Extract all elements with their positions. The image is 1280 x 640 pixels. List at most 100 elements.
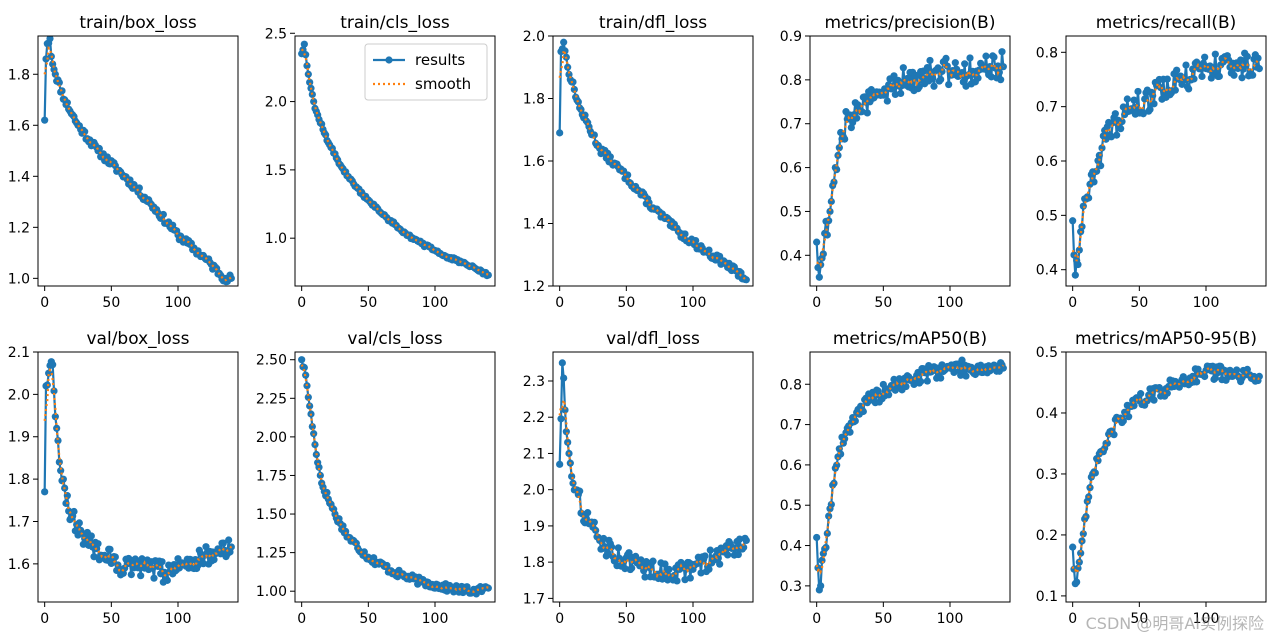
y-tick-label: 1.7 xyxy=(8,514,30,530)
results-point xyxy=(57,467,65,475)
results-point xyxy=(1117,125,1125,133)
results-point xyxy=(1141,95,1149,103)
axes-frame xyxy=(37,35,239,287)
y-tick-label: 0.5 xyxy=(780,498,802,514)
results-point xyxy=(961,60,969,68)
y-tick-label: 2.0 xyxy=(265,95,287,111)
results-point xyxy=(915,83,923,91)
x-tick-label: 0 xyxy=(555,295,564,311)
results-point xyxy=(742,276,750,284)
y-tick-label: 2.00 xyxy=(256,430,287,446)
y-tick-label: 1.4 xyxy=(523,217,545,233)
x-tick-label: 50 xyxy=(874,611,892,627)
results-point xyxy=(736,535,744,543)
results-point xyxy=(1214,368,1222,377)
results-point xyxy=(1249,71,1257,79)
results-point xyxy=(625,549,633,557)
results-point xyxy=(1069,543,1077,551)
results-point xyxy=(962,372,970,380)
results-point xyxy=(41,116,49,124)
plot-area xyxy=(556,359,750,585)
results-point xyxy=(1069,217,1077,225)
y-tick-label: 1.25 xyxy=(256,546,287,562)
results-point xyxy=(883,97,891,105)
results-point xyxy=(191,555,199,564)
results-point xyxy=(897,89,905,98)
y-tick-label: 1.50 xyxy=(256,507,287,523)
y-tick-label: 0.5 xyxy=(1036,208,1058,224)
results-point xyxy=(1097,162,1105,170)
results-point xyxy=(999,364,1007,372)
results-point xyxy=(95,144,103,153)
results-point xyxy=(1134,87,1142,96)
y-tick-label: 1.8 xyxy=(8,472,30,488)
axes-frame xyxy=(37,351,239,603)
results-point xyxy=(225,536,233,544)
results-point xyxy=(1163,75,1171,83)
results-point xyxy=(1125,413,1133,421)
axes-frame xyxy=(552,35,754,287)
results-point xyxy=(41,488,49,496)
subplot-train-box-loss: train/box_loss 0 50 100 1.0 1.2 1.4 1.6 1.8 xyxy=(8,13,239,311)
y-tick-label: 0.8 xyxy=(780,377,802,393)
results-point xyxy=(584,509,592,517)
results-point xyxy=(899,64,907,72)
y-tick-label: 0.4 xyxy=(1036,263,1058,279)
axes-frame xyxy=(294,35,496,287)
results-point xyxy=(681,230,689,238)
x-tick-label: 50 xyxy=(102,611,120,627)
results-point xyxy=(841,135,849,143)
y-tick-label: 1.7 xyxy=(523,591,545,607)
subplot-title: val/box_loss xyxy=(87,329,190,349)
results-point xyxy=(137,572,145,580)
x-tick-label: 100 xyxy=(422,611,449,627)
results-point xyxy=(94,540,102,548)
results-line xyxy=(43,37,233,283)
results-point xyxy=(974,74,982,82)
y-tick-label: 0.5 xyxy=(1036,345,1058,361)
y-tick-label: 1.8 xyxy=(523,92,545,108)
y-tick-label: 1.0 xyxy=(265,231,287,247)
y-tick-label: 2.2 xyxy=(523,410,545,426)
results-point xyxy=(1079,202,1087,210)
results-point xyxy=(632,552,640,560)
plot-area xyxy=(41,36,235,286)
y-tick-label: 1.5 xyxy=(265,163,287,179)
subplot-title: val/dfl_loss xyxy=(606,329,700,349)
results-point xyxy=(590,518,598,526)
y-tick-label: 1.75 xyxy=(256,468,287,484)
smooth-line xyxy=(558,49,747,281)
x-tick-label: 50 xyxy=(1130,295,1148,311)
x-tick-label: 50 xyxy=(359,611,377,627)
results-point xyxy=(833,461,841,469)
legend: results smooth xyxy=(364,43,488,101)
results-point xyxy=(558,359,566,367)
results-point xyxy=(210,556,218,564)
results-point xyxy=(1230,71,1238,79)
results-point xyxy=(701,552,709,560)
results-line xyxy=(43,360,233,584)
results-point xyxy=(1189,65,1197,73)
results-point xyxy=(50,387,58,395)
subplot-metrics-map50-b-: metrics/mAP50(B) 0 50 100 0.3 0.4 0.5 0.6 0.7 0.8 xyxy=(780,329,1011,627)
results-point xyxy=(1098,144,1106,152)
results-point xyxy=(823,529,831,538)
results-point xyxy=(1242,61,1250,69)
results-point xyxy=(827,197,835,206)
results-point xyxy=(484,271,492,279)
results-point xyxy=(106,545,114,553)
y-tick-label: 1.2 xyxy=(523,279,545,295)
results-point xyxy=(298,356,306,364)
y-tick-label: 1.6 xyxy=(523,154,545,170)
results-point xyxy=(1233,366,1241,374)
results-point xyxy=(569,78,577,86)
subplot-title: metrics/mAP50(B) xyxy=(833,329,987,349)
smooth-line xyxy=(1071,57,1261,262)
y-tick-label: 1.2 xyxy=(8,220,30,236)
subplot-title: metrics/mAP50-95(B) xyxy=(1075,329,1257,349)
results-point xyxy=(1238,74,1246,82)
results-point xyxy=(665,565,673,573)
y-tick-label: 0.7 xyxy=(780,117,802,133)
results-point xyxy=(624,171,632,179)
results-point xyxy=(1182,61,1190,69)
